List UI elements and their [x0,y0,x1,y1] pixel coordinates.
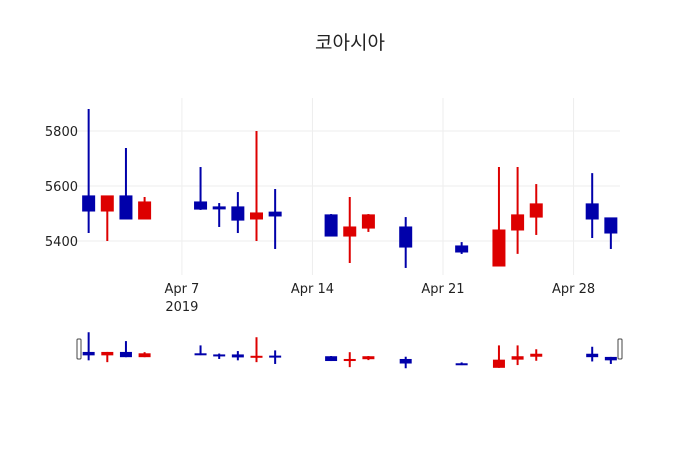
slider-candle [325,356,338,362]
range-slider[interactable] [76,332,623,369]
candle[interactable] [399,217,413,268]
x-tick-label: Apr 14 [291,282,334,297]
grid-lines [70,98,620,275]
y-tick-label: 5600 [45,180,78,195]
slider-candle [604,356,617,364]
candle[interactable] [511,167,525,254]
slider-candle [213,353,226,359]
y-axis: 5400 5600 5800 [45,125,78,250]
x-tick-label: Apr 28 [552,282,595,297]
slider-candle [492,345,505,368]
y-tick-label: 5400 [45,235,78,250]
slider-candle [138,352,151,358]
candle[interactable] [324,214,338,237]
slider-candle [194,345,207,356]
slider-candle [586,346,599,362]
candle[interactable] [100,195,114,241]
candle[interactable] [529,184,543,235]
slider-candle [82,332,95,361]
x-tick-label: Apr 21 [421,282,464,297]
slider-candle [511,345,524,366]
slider-candle [399,356,412,369]
range-slider-right-handle[interactable] [617,338,623,360]
candle[interactable] [455,242,469,254]
x-axis: Apr 7 2019 Apr 14 Apr 21 Apr 28 [164,282,595,315]
candle[interactable] [194,167,208,210]
candle[interactable] [604,217,618,249]
chart-title: 코아시아 [315,32,385,54]
slider-candle [362,356,375,361]
x-tick-label: Apr 7 [164,282,199,297]
candle[interactable] [492,167,506,267]
slider-candle [343,352,356,368]
slider-candle [455,362,468,366]
candle[interactable] [585,173,599,238]
candle[interactable] [250,131,263,241]
candle[interactable] [138,197,152,220]
candle[interactable] [361,214,375,232]
slider-candle [231,351,244,361]
candle[interactable] [82,109,96,234]
y-tick-label: 5800 [45,125,78,140]
range-slider-candles [82,332,617,369]
slider-candle [250,337,263,363]
slider-candle [119,341,132,358]
slider-candle [269,350,282,364]
range-slider-left-handle[interactable] [76,338,82,360]
candle[interactable] [231,192,245,234]
candle[interactable] [268,189,282,249]
slider-candle [530,349,543,361]
candle[interactable] [119,148,133,220]
slider-candle [101,351,114,363]
candle[interactable] [343,197,357,263]
x-tick-year-label: 2019 [165,300,198,315]
candle[interactable] [212,203,226,227]
candles-main[interactable] [82,109,618,268]
